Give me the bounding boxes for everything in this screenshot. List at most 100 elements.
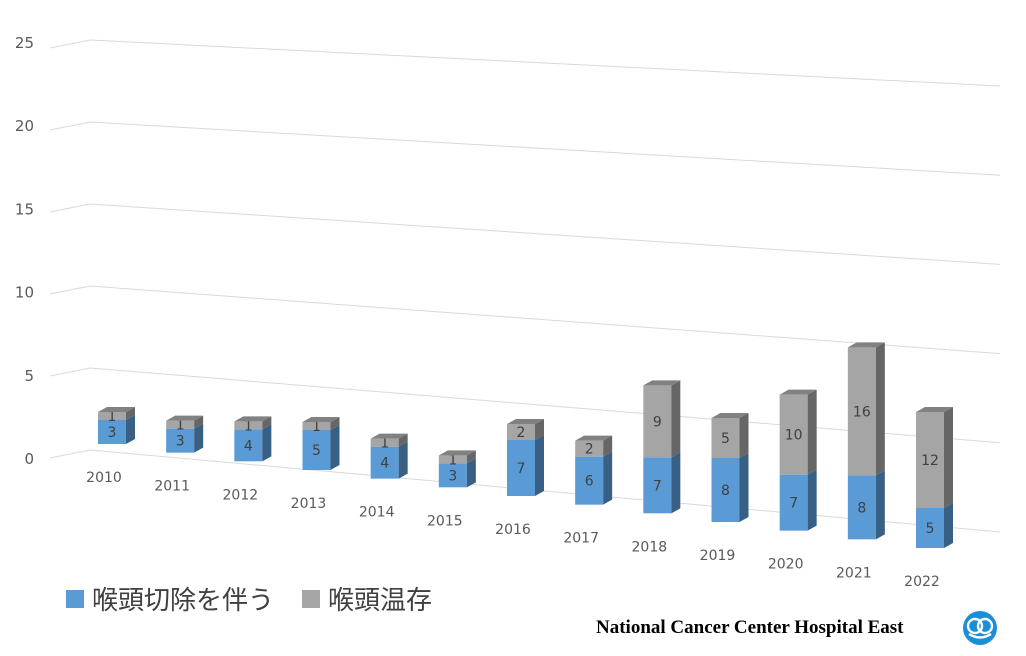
gridline-depth xyxy=(49,367,91,377)
bar-laryngectomy-front xyxy=(166,428,195,453)
bar-laryngectomy-label: 6 xyxy=(585,474,594,490)
bar-preservation-label: 5 xyxy=(721,431,730,447)
bar-preservation-front xyxy=(370,438,399,447)
gridline-depth xyxy=(49,285,91,295)
bar-laryngectomy-front xyxy=(916,508,944,548)
bar-laryngectomy-front xyxy=(302,430,331,470)
bar-laryngectomy-side xyxy=(330,425,340,470)
bar-top-cap xyxy=(438,450,476,456)
x-tick-label: 2017 xyxy=(563,531,599,547)
bar-top-cap xyxy=(711,413,749,418)
bar-preservation-label: 10 xyxy=(785,428,803,444)
bar-laryngectomy-side xyxy=(194,423,204,453)
bar-preservation-front xyxy=(711,418,740,458)
bar-laryngectomy-label: 3 xyxy=(448,468,457,484)
legend-item-larynx-preservation: 喉頭温存 xyxy=(302,580,432,617)
bar-laryngectomy-front xyxy=(507,440,535,496)
gridline xyxy=(89,285,1001,355)
bar-top-cap xyxy=(847,342,885,348)
y-tick-label: 25 xyxy=(15,34,34,52)
bar-laryngectomy-side xyxy=(398,441,408,479)
legend: 喉頭切除を伴う 喉頭温存 xyxy=(66,580,432,617)
bar-top-cap xyxy=(98,407,135,412)
bar-laryngectomy-side xyxy=(126,415,135,444)
y-tick-label: 15 xyxy=(15,200,34,218)
bar-top-cap xyxy=(166,415,204,421)
bar-laryngectomy-side xyxy=(875,470,885,540)
bar-preservation-front xyxy=(643,385,672,458)
bar-preservation-label: 1 xyxy=(380,436,389,452)
bar-laryngectomy-label: 5 xyxy=(312,443,321,459)
bar-preservation-side xyxy=(466,450,476,464)
bar-preservation-label: 16 xyxy=(853,404,871,420)
bar-preservation-label: 1 xyxy=(312,419,321,435)
bar-preservation-front xyxy=(847,347,876,476)
bar-preservation-front xyxy=(166,420,195,429)
bar-top-cap xyxy=(302,417,340,422)
x-tick-label: 2019 xyxy=(700,548,736,564)
bar-preservation-front xyxy=(507,424,535,440)
gridline-depth xyxy=(49,121,91,131)
bar-top-cap xyxy=(779,389,817,395)
x-tick-label: 2015 xyxy=(427,513,463,529)
bar-preservation-side xyxy=(739,413,749,458)
bar-preservation-side xyxy=(398,433,408,447)
bar-preservation-side xyxy=(671,380,681,458)
bar-laryngectomy-label: 8 xyxy=(721,483,730,499)
y-tick-label: 0 xyxy=(24,450,34,468)
bar-laryngectomy-side xyxy=(944,503,953,548)
bar-laryngectomy-side xyxy=(603,451,613,505)
bar-preservation-label: 1 xyxy=(448,452,457,468)
bar-laryngectomy-label: 4 xyxy=(380,456,389,472)
x-tick-label: 2018 xyxy=(632,539,668,555)
bar-laryngectomy-label: 7 xyxy=(517,461,526,477)
legend-item-laryngectomy: 喉頭切除を伴う xyxy=(66,580,274,617)
gridline xyxy=(89,203,1001,265)
bar-preservation-front xyxy=(575,440,604,457)
gridline xyxy=(89,121,1001,176)
bar-laryngectomy-front xyxy=(370,446,399,479)
bar-preservation-label: 12 xyxy=(921,453,939,469)
legend-swatch-larynx-preservation xyxy=(302,589,321,608)
bar-laryngectomy-label: 5 xyxy=(926,521,935,537)
bar-laryngectomy-front xyxy=(575,456,604,505)
bar-laryngectomy-front xyxy=(779,474,808,531)
y-axis-ticks: 0 5 10 15 20 25 xyxy=(15,34,34,468)
gridline xyxy=(89,39,1001,87)
x-tick-label: 2021 xyxy=(836,565,872,581)
bar-preservation-side xyxy=(194,415,204,429)
y-tick-label: 5 xyxy=(24,367,34,385)
gridline-depth xyxy=(49,449,91,459)
bar-preservation-side xyxy=(603,435,613,457)
bar-top-cap xyxy=(507,419,544,424)
bar-preservation-side xyxy=(330,417,340,430)
bar-preservation-label: 2 xyxy=(585,442,594,458)
ncc-logo-icon xyxy=(963,611,997,645)
bar-laryngectomy-front xyxy=(438,463,467,488)
y-tick-label: 20 xyxy=(15,117,34,135)
bar-preservation-label: 1 xyxy=(176,418,185,434)
bar-preservation-front xyxy=(779,394,808,475)
bar-preservation-front xyxy=(234,421,263,430)
footer-hospital-name: National Cancer Center Hospital East xyxy=(596,617,904,638)
bar-preservation-side xyxy=(944,407,953,508)
bar-laryngectomy-label: 7 xyxy=(653,478,662,494)
bar-laryngectomy-side xyxy=(807,469,817,531)
x-tick-label: 2010 xyxy=(86,470,122,486)
bar-top-cap xyxy=(234,416,272,422)
bar-preservation-label: 2 xyxy=(517,425,526,441)
bar-top-cap xyxy=(916,407,953,412)
bar-top-cap xyxy=(370,433,408,439)
bar-laryngectomy-side xyxy=(671,452,681,514)
legend-label-laryngectomy: 喉頭切除を伴う xyxy=(92,586,275,616)
bar-laryngectomy-side xyxy=(262,424,272,462)
bar-preservation-side xyxy=(807,389,817,475)
bar-laryngectomy-front xyxy=(847,475,876,540)
gridline-depth xyxy=(49,203,91,213)
bar-top-cap xyxy=(575,435,613,441)
bar-laryngectomy-front xyxy=(643,457,672,514)
legend-swatch-laryngectomy xyxy=(66,589,84,608)
bar-preservation-side xyxy=(535,419,544,440)
